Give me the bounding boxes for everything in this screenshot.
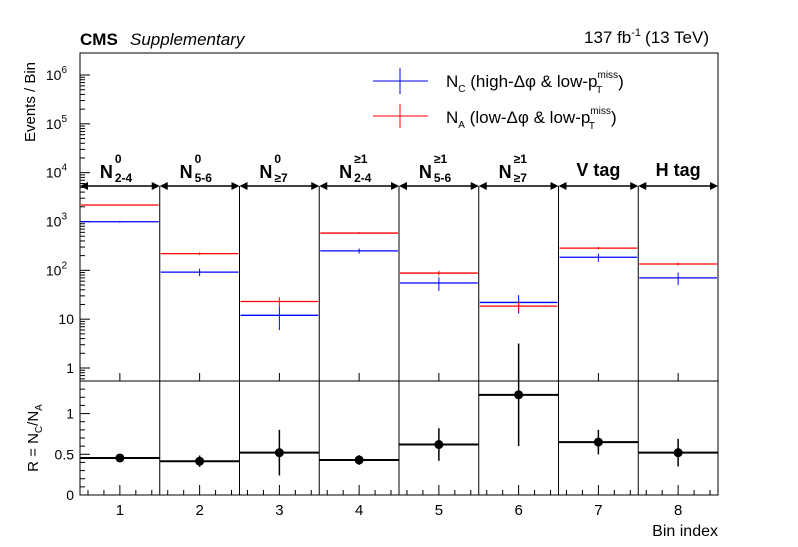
- category-arrowhead-left: [319, 182, 328, 190]
- category-label-sub: ≥7: [514, 171, 528, 185]
- category-label: N: [259, 162, 272, 182]
- ratio-point: [354, 455, 364, 465]
- x-tick-label: 4: [355, 502, 363, 519]
- ratio-label-main: R = N: [25, 433, 42, 472]
- bottom-y-tick-label: 0: [66, 487, 74, 503]
- category-label-sup: ≥1: [434, 152, 448, 166]
- ratio-point: [434, 440, 444, 450]
- category-label-sup: 0: [274, 152, 281, 166]
- category-arrowhead-right: [231, 182, 240, 190]
- bottom-axes: 0 0.5 1 1 2 3 4 5 6 7 8: [55, 388, 711, 519]
- top-axes: 1 10 102 103 104 105 106: [46, 65, 679, 381]
- category-separators: [80, 182, 718, 495]
- legend-entry-nc: NC (high-Δφ & low-pmiss T): [373, 68, 624, 96]
- category-arrowhead-right: [311, 182, 320, 190]
- category-arrowhead-right: [151, 182, 160, 190]
- ratio-point: [514, 390, 524, 400]
- experiment-label: CMS: [80, 30, 118, 49]
- ratio-point: [195, 456, 205, 466]
- category-arrowhead-left: [399, 182, 407, 190]
- category-arrowhead-right: [470, 182, 479, 190]
- ratio-series: [80, 343, 718, 476]
- bottom-y-tick-label: 1: [66, 406, 74, 422]
- experiment-note: Supplementary: [130, 30, 246, 49]
- category-label-sub: 5-6: [195, 171, 213, 185]
- x-tick-label: 7: [594, 502, 602, 519]
- category-arrowhead-left: [80, 182, 88, 190]
- top-y-tick-label: 102: [46, 260, 68, 278]
- top-y-tick-label: 106: [46, 65, 68, 83]
- x-tick-label: 5: [435, 502, 443, 519]
- bottom-y-axis-title: R = NC/NA: [25, 404, 45, 472]
- category-arrowhead-left: [638, 182, 647, 190]
- legend: NC (high-Δφ & low-pmiss T) NA (low-Δφ & l…: [373, 68, 624, 132]
- top-y-tick-label: 104: [46, 163, 68, 181]
- x-tick-label: 6: [514, 502, 522, 519]
- x-tick-label: 3: [275, 502, 283, 519]
- category-label: N: [339, 162, 352, 182]
- bottom-y-tick-label: 0.5: [55, 446, 75, 462]
- ratio-label-sub2: A: [34, 404, 45, 411]
- category-arrowhead-left: [159, 182, 168, 190]
- category-arrowhead-right: [391, 182, 399, 190]
- category-label-sub: 2-4: [354, 171, 372, 185]
- luminosity-exponent: -1: [631, 27, 641, 39]
- legend-na-label: NA (low-Δφ & low-pmiss T): [446, 106, 617, 132]
- legend-nc-label: NC (high-Δφ & low-pmiss T): [446, 70, 624, 96]
- category-label: H tag: [656, 160, 701, 180]
- category-label: N: [180, 162, 193, 182]
- top-y-tick-label: 1: [66, 360, 74, 376]
- category-label-sub: 5-6: [434, 171, 452, 185]
- category-label: V tag: [576, 160, 620, 180]
- energy-label: (13 TeV): [645, 28, 709, 47]
- category-label-sub: ≥7: [274, 171, 288, 185]
- legend-entry-na: NA (low-Δφ & low-pmiss T): [373, 104, 617, 132]
- ratio-label-sub1: C: [34, 426, 45, 433]
- category-label-sup: 0: [195, 152, 202, 166]
- category-arrowhead-left: [558, 182, 567, 190]
- luminosity-label: 137 fb-1 (13 TeV): [584, 27, 709, 47]
- category-labels: N02-4 N05-6 N0≥7 N≥12-4 N≥15-6 N≥1≥7 V tag H ta…: [100, 152, 701, 185]
- category-label-sup: ≥1: [514, 152, 528, 166]
- top-series: [81, 204, 717, 331]
- luminosity-value: 137 fb: [584, 28, 631, 47]
- category-label: N: [419, 162, 432, 182]
- category-label-sup: 0: [115, 152, 122, 166]
- ratio-point: [274, 448, 284, 458]
- top-y-axis-title: Events / Bin: [22, 62, 39, 142]
- x-tick-label: 1: [116, 502, 124, 519]
- category-arrowhead-right: [630, 182, 639, 190]
- x-tick-label: 2: [195, 502, 203, 519]
- category-arrowhead-left: [239, 182, 248, 190]
- category-label-sup: ≥1: [354, 152, 368, 166]
- top-y-tick-label: 105: [46, 114, 68, 132]
- category-label-sub: 2-4: [115, 171, 133, 185]
- category-label: N: [100, 162, 113, 182]
- ratio-point: [673, 448, 683, 458]
- category-arrowhead-right: [550, 182, 559, 190]
- category-arrowhead-right: [710, 182, 718, 190]
- x-axis-title: Bin index: [652, 523, 718, 540]
- top-y-tick-label: 10: [58, 311, 74, 327]
- ratio-label-slash: /N: [25, 411, 42, 426]
- category-label: N: [499, 162, 512, 182]
- top-y-tick-label: 103: [46, 212, 68, 230]
- category-arrowhead-left: [478, 182, 487, 190]
- x-tick-label: 8: [674, 502, 682, 519]
- ratio-point: [115, 453, 125, 463]
- ratio-point: [593, 437, 603, 447]
